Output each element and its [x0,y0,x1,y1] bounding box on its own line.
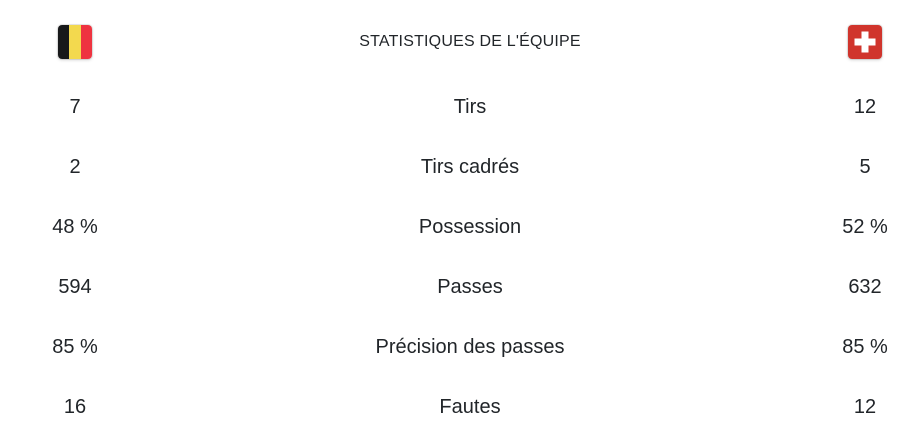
away-value: 632 [848,275,882,298]
stat-row-shots-on-target: 2 Tirs cadrés 5 [23,137,917,197]
panel-title: STATISTIQUES DE L'ÉQUIPE [359,33,581,50]
swiss-cross-horizontal-bar [854,38,876,46]
home-value: 7 [69,95,81,118]
home-team-flag-cell [23,25,127,59]
stat-label: Passes [437,275,503,298]
away-value: 12 [853,395,877,418]
stat-label: Possession [418,215,522,238]
stat-row-possession: 48 % Possession 52 % [23,197,917,257]
stat-row-passes: 594 Passes 632 [23,257,917,317]
title-cell: STATISTIQUES DE L'ÉQUIPE [127,33,813,51]
switzerland-flag-icon [848,25,882,59]
home-value: 16 [63,395,87,418]
stat-row-pass-accuracy: 85 % Précision des passes 85 % [23,317,917,377]
away-value: 5 [859,155,871,178]
stat-label: Fautes [439,395,501,418]
away-team-flag-cell [813,25,917,59]
belgium-flag-yellow-stripe [69,25,81,59]
home-value: 85 % [52,335,98,358]
stat-row-shots: 7 Tirs 12 [23,77,917,137]
stat-row-fouls: 16 Fautes 12 [23,377,917,437]
stat-label: Tirs cadrés [420,155,520,178]
away-value: 85 % [842,335,888,358]
belgium-flag-icon [58,25,92,59]
home-value: 594 [58,275,92,298]
away-value: 12 [853,95,877,118]
belgium-flag-red-stripe [80,25,92,59]
away-value: 52 % [842,215,888,238]
stat-label: Tirs [453,95,487,118]
home-value: 2 [69,155,81,178]
belgium-flag-black-stripe [58,25,70,59]
stats-header-row: STATISTIQUES DE L'ÉQUIPE [23,0,917,77]
home-value: 48 % [52,215,98,238]
stat-label: Précision des passes [375,335,565,358]
